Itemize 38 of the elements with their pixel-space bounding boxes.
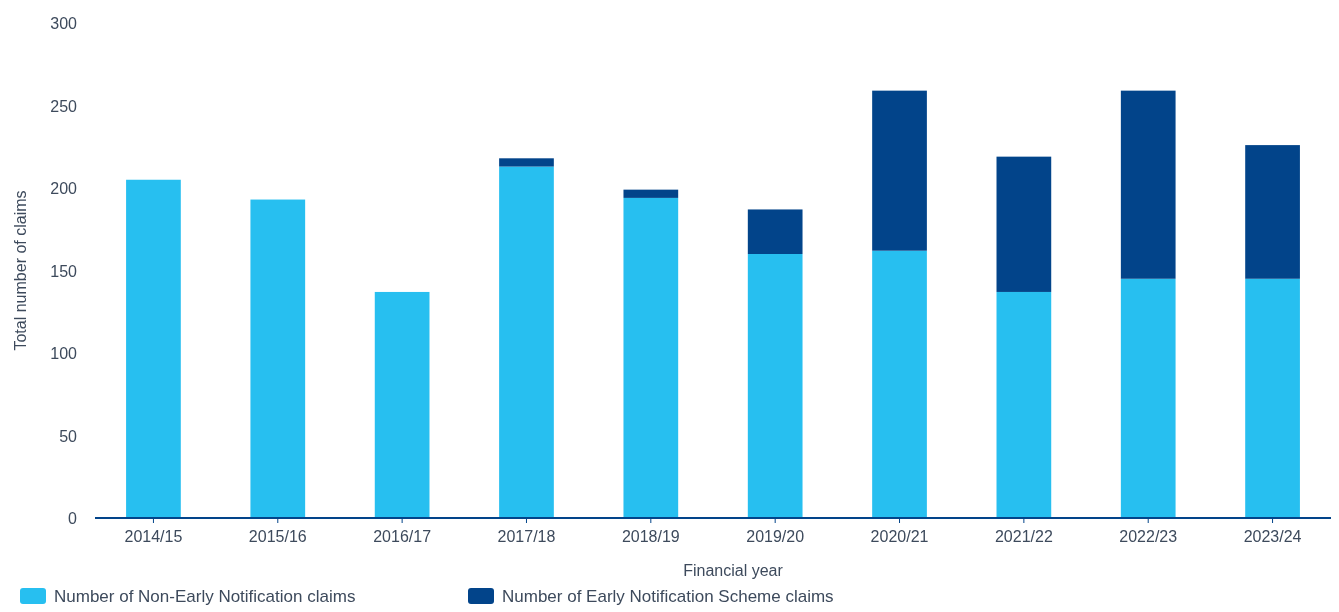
bar xyxy=(499,166,554,518)
x-tick-label: 2014/15 xyxy=(124,528,183,545)
bar xyxy=(374,291,430,518)
x-tick-label: 2023/24 xyxy=(1243,528,1302,545)
bar xyxy=(872,90,927,251)
x-tick-label: 2017/18 xyxy=(497,528,556,545)
bar xyxy=(126,179,181,518)
x-tick-label: 2016/17 xyxy=(373,528,432,545)
bar xyxy=(996,156,1052,292)
x-tick-label: 2018/19 xyxy=(621,528,680,545)
bar xyxy=(1120,278,1176,518)
y-tick-label: 250 xyxy=(50,97,78,115)
bar xyxy=(872,250,927,518)
y-tick-label: 50 xyxy=(59,427,78,445)
y-tick-label: 300 xyxy=(50,15,78,32)
x-tick-label: 2019/20 xyxy=(746,528,805,545)
bar xyxy=(1120,90,1176,279)
x-tick-label: 2020/21 xyxy=(870,528,929,545)
x-axis-title: Financial year xyxy=(683,562,784,579)
y-tick-label: 100 xyxy=(50,345,78,362)
legend-label: Number of Non-Early Notification claims xyxy=(54,587,356,606)
bar xyxy=(250,199,306,518)
y-axis-title: Total number of claims xyxy=(12,190,29,351)
bar xyxy=(623,197,679,518)
legend-label: Number of Early Notification Scheme claims xyxy=(502,587,834,606)
bar xyxy=(996,291,1052,518)
bar xyxy=(1245,278,1300,518)
bar xyxy=(747,254,803,518)
bar xyxy=(499,158,554,167)
x-tick-label: 2022/23 xyxy=(1119,528,1178,545)
y-tick-label: 200 xyxy=(50,180,78,197)
y-tick-label: 0 xyxy=(68,510,78,527)
x-tick-label: 2015/16 xyxy=(248,528,307,545)
y-tick-label: 150 xyxy=(50,262,78,280)
x-tick-label: 2021/22 xyxy=(994,528,1053,545)
bar xyxy=(623,189,679,198)
bar xyxy=(747,209,803,254)
bar xyxy=(1245,145,1300,279)
